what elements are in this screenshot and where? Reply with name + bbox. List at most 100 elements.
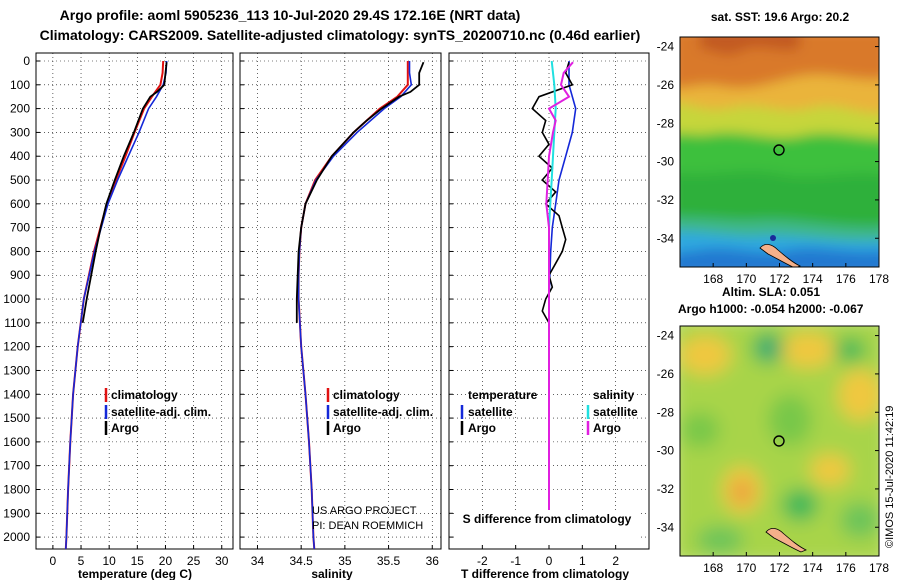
argo-position-marker	[773, 435, 785, 447]
sst-lon-ticks: 168 170 172 174 176 178	[703, 263, 889, 286]
sla-map-panel: Altim. SLA: 0.051 Argo h1000: -0.054 h20…	[657, 285, 890, 575]
depth-tick-label: 600	[10, 197, 30, 211]
depth-tick-label: 200	[10, 102, 30, 116]
legend-temperature-title: temperature	[468, 388, 538, 402]
legend-s-argo-label: Argo	[593, 421, 621, 435]
argo-position-marker	[773, 144, 785, 156]
project-note: US ARGO PROJECT	[312, 505, 417, 517]
x-tick-label: 25	[187, 554, 201, 568]
legend-t-satellite-label: satellite	[468, 405, 513, 419]
depth-tick-label: 1000	[3, 292, 30, 306]
lon-tick-label: 174	[803, 561, 823, 575]
salinity-x-label: salinity	[311, 567, 353, 580]
x-tick-label: 20	[159, 554, 173, 568]
sst-map-title: sat. SST: 19.6 Argo: 20.2	[711, 10, 850, 24]
lat-tick-label: -30	[657, 444, 675, 458]
sla-lon-ticks: 168 170 172 174 176 178	[703, 552, 889, 575]
s-diff-x-label: S difference from climatology	[463, 512, 632, 526]
sst-field	[680, 37, 879, 267]
legend-satellite-label: satellite-adj. clim.	[333, 405, 433, 419]
x-tick-label: 0	[546, 554, 553, 568]
s-argo-line	[545, 61, 574, 538]
depth-tick-label: 1300	[3, 363, 30, 377]
imos-watermark: ©IMOS 15-Jul-2020 11:42:19	[884, 406, 896, 548]
s-diff-label-bg	[455, 510, 641, 542]
lat-tick-label: -34	[657, 520, 675, 534]
sst-map-panel: sat. SST: 19.6 Argo: 20.2 168 170 172 174 17…	[657, 10, 890, 286]
temperature-x-ticks: 0 5 10 15 20 25 30	[50, 545, 229, 568]
depth-tick-label: 100	[10, 78, 30, 92]
lat-tick-label: -24	[657, 40, 675, 54]
x-tick-label: -2	[477, 554, 488, 568]
x-tick-label: 15	[131, 554, 145, 568]
pi-note: PI: DEAN ROEMMICH	[312, 520, 423, 532]
t-diff-x-label: T difference from climatology	[461, 567, 629, 580]
depth-tick-label: 900	[10, 268, 30, 282]
lon-tick-label: 168	[703, 272, 723, 286]
lon-tick-label: 170	[736, 272, 756, 286]
climatology-line	[64, 60, 165, 550]
temperature-lines	[64, 60, 168, 550]
x-tick-label: 35.5	[377, 554, 401, 568]
salinity-frame	[239, 52, 442, 550]
difference-x-ticks: -2 -1 0 1 2	[477, 545, 619, 568]
lat-tick-label: -26	[657, 367, 675, 381]
x-tick-label: 2	[612, 554, 619, 568]
depth-tick-label: 1400	[3, 387, 30, 401]
lat-tick-label: -30	[657, 155, 675, 169]
lat-tick-label: -34	[657, 231, 675, 245]
temperature-x-label: temperature (deg C)	[78, 567, 192, 580]
legend-satellite-label: satellite-adj. clim.	[111, 405, 211, 419]
x-tick-label: 1	[579, 554, 586, 568]
depth-tick-label: 0	[23, 54, 30, 68]
depth-tick-label: 2000	[3, 530, 30, 544]
lat-tick-label: -32	[657, 193, 675, 207]
x-tick-label: 0	[50, 554, 57, 568]
depth-tick-label: 800	[10, 244, 30, 258]
temperature-grid	[36, 53, 233, 549]
lon-tick-label: 176	[836, 272, 856, 286]
figure-title-line1: Argo profile: aoml 5905236_113 10-Jul-20…	[60, 7, 521, 23]
temperature-legend: climatology satellite-adj. clim. Argo	[104, 388, 211, 435]
x-tick-label: 34.5	[289, 554, 313, 568]
lat-tick-label: -26	[657, 78, 675, 92]
depth-tick-label: 1700	[3, 459, 30, 473]
legend-argo-label: Argo	[111, 421, 139, 435]
legend-argo-label: Argo	[333, 421, 361, 435]
depth-tick-label: 1900	[3, 506, 30, 520]
x-tick-label: -1	[510, 554, 521, 568]
legend-climatology-label: climatology	[333, 388, 400, 402]
temperature-y-ticks: 0 100 200 300 400 500 600 700 800 900 1000 1100 1200…	[3, 54, 30, 544]
legend-salinity-title: salinity	[593, 388, 635, 402]
depth-tick-label: 1800	[3, 482, 30, 496]
difference-lines	[531, 60, 577, 538]
lon-tick-label: 174	[803, 272, 823, 286]
temperature-frame	[35, 52, 234, 550]
salinity-panel: 34 34.5 35 35.5 36 salinity climatology sate…	[239, 52, 442, 580]
lat-tick-label: -28	[657, 405, 675, 419]
depth-tick-label: 700	[10, 221, 30, 235]
satellite-line	[297, 61, 413, 550]
argo-line	[81, 62, 168, 324]
climatology-line	[297, 61, 409, 550]
depth-tick-label: 1200	[3, 340, 30, 354]
lat-tick-label: -32	[657, 482, 675, 496]
depth-tick-label: 300	[10, 125, 30, 139]
sla-lat-ticks: -24 -26 -28 -30 -32 -34	[657, 329, 879, 534]
depth-tick-label: 500	[10, 173, 30, 187]
depth-tick-label: 1500	[3, 411, 30, 425]
lon-tick-label: 172	[769, 272, 789, 286]
depth-tick-label: 1600	[3, 435, 30, 449]
sst-lat-ticks: -24 -26 -28 -30 -32 -34	[657, 40, 879, 245]
figure-title-line2: Climatology: CARS2009. Satellite-adjuste…	[40, 27, 641, 43]
t-argo-line	[531, 61, 574, 324]
legend-s-satellite-label: satellite	[593, 405, 638, 419]
depth-tick-label: 1100	[4, 316, 30, 330]
x-tick-label: 30	[215, 554, 229, 568]
difference-legend-temperature: temperature satellite Argo	[460, 388, 538, 435]
depth-tick-label: 400	[10, 149, 30, 163]
lon-tick-label: 168	[703, 561, 723, 575]
sla-map-subtitle: Argo h1000: -0.054 h2000: -0.067	[678, 302, 864, 316]
x-tick-label: 10	[102, 554, 116, 568]
